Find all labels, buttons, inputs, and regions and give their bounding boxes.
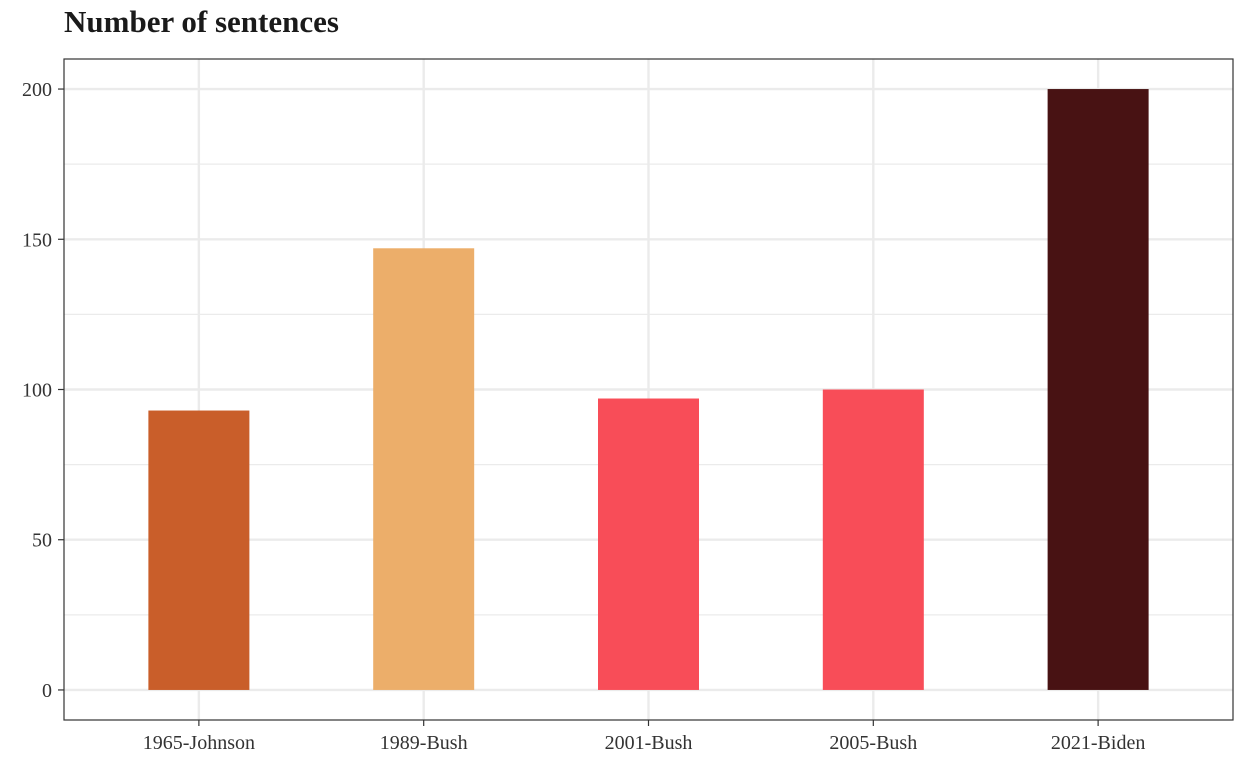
x-tick-label: 1965-Johnson	[143, 732, 255, 754]
y-tick-label: 150	[22, 229, 52, 251]
y-tick-label: 50	[32, 530, 52, 552]
bar-2001-bush	[598, 398, 699, 690]
x-tick-label: 1989-Bush	[380, 732, 468, 754]
x-tick-label: 2001-Bush	[605, 732, 693, 754]
axes: 0 50 100 150 200 1965-Johnson 1989-Bush 2001-Bu…	[22, 79, 1145, 754]
bar-2005-bush	[822, 389, 924, 690]
bar-1965-johnson	[148, 410, 250, 690]
bar-2021-biden	[1047, 89, 1149, 690]
bar-1989-bush	[373, 248, 475, 690]
x-tick-label: 2021-Biden	[1051, 732, 1145, 754]
y-tick-label: 0	[42, 680, 52, 702]
y-tick-label: 100	[22, 380, 52, 402]
chart-title: Number of sentences	[64, 4, 339, 39]
x-tick-label: 2005-Bush	[829, 732, 917, 754]
y-tick-label: 200	[22, 79, 52, 101]
grid-lines	[64, 59, 1233, 720]
bars	[148, 89, 1149, 690]
